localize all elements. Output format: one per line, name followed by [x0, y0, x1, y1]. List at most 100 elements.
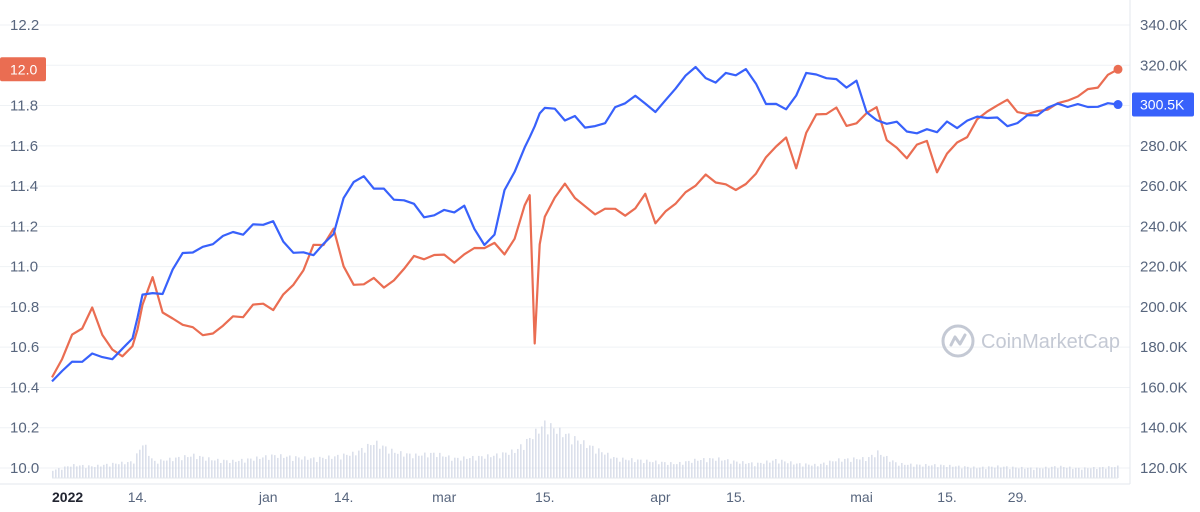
series-lines	[51, 64, 1123, 383]
left-tick-label: 10.0	[10, 460, 39, 477]
volume-bar	[889, 461, 891, 478]
volume-bar	[805, 463, 807, 478]
volume-bar	[88, 465, 90, 478]
volume-bar	[823, 462, 825, 478]
volume-bar	[85, 468, 87, 478]
volume-bar	[289, 455, 291, 478]
volume-bar	[256, 456, 258, 478]
right-tick-label: 240.0K	[1140, 218, 1188, 235]
volume-bar	[58, 468, 60, 478]
volume-bar	[148, 455, 150, 478]
volume-bar	[1036, 467, 1038, 478]
volume-bar	[472, 455, 474, 478]
volume-bar	[556, 433, 558, 478]
volume-bar	[730, 463, 732, 478]
volume-bar	[454, 457, 456, 478]
volume-bar	[199, 455, 201, 478]
volume-bar	[541, 426, 543, 478]
volume-bar	[847, 458, 849, 478]
volume-bar	[973, 466, 975, 478]
volume-bar	[1018, 468, 1020, 478]
volume-bar	[1099, 467, 1101, 478]
volume-bar	[337, 454, 339, 478]
volume-bar	[433, 452, 435, 478]
volume-bar	[580, 444, 582, 478]
volume-bar	[736, 461, 738, 478]
volume-bar	[412, 458, 414, 478]
volume-bar	[1012, 466, 1014, 478]
volume-bar	[958, 465, 960, 478]
left-tick-label: 10.4	[10, 379, 39, 396]
volume-bar	[304, 456, 306, 478]
volume-bar	[73, 464, 75, 478]
volume-bar	[697, 460, 699, 478]
series-end-point	[1113, 100, 1123, 110]
right-tick-label: 260.0K	[1140, 178, 1188, 195]
volume-bar	[355, 455, 357, 478]
volume-bar	[448, 455, 450, 478]
current-right-badge	[1132, 92, 1194, 117]
volume-bar	[175, 457, 177, 478]
volume-bar	[694, 458, 696, 478]
volume-bar	[538, 433, 540, 478]
volume-bar	[100, 466, 102, 478]
volume-bar	[160, 459, 162, 478]
grid-lines	[0, 0, 1131, 484]
volume-bar	[808, 464, 810, 478]
volume-bar	[325, 459, 327, 478]
volume-bar	[652, 462, 654, 478]
volume-bar	[253, 460, 255, 478]
right-tick-label: 120.0K	[1140, 460, 1188, 477]
volume-bar	[916, 464, 918, 478]
volume-bar	[502, 452, 504, 478]
volume-bar	[610, 458, 612, 478]
series-line-left-axis	[51, 68, 1119, 378]
volume-bar	[763, 463, 765, 478]
volume-bar	[1084, 467, 1086, 478]
volume-bar	[901, 462, 903, 478]
volume-bar	[646, 459, 648, 478]
volume-bar	[103, 464, 105, 478]
volume-bar	[724, 460, 726, 478]
volume-bar	[880, 454, 882, 478]
volume-bar	[559, 427, 561, 478]
volume-bar	[532, 439, 534, 478]
volume-bar	[211, 460, 213, 478]
volume-bar	[121, 461, 123, 478]
volume-bar	[1087, 468, 1089, 478]
volume-bar	[184, 455, 186, 478]
volume-bar	[55, 469, 57, 478]
volume-bar	[523, 449, 525, 478]
left-tick-label: 11.8	[10, 98, 38, 115]
volume-bar	[307, 459, 309, 478]
volume-bar	[904, 464, 906, 478]
volume-bar	[283, 457, 285, 478]
volume-bar	[820, 463, 822, 478]
volume-bar	[391, 448, 393, 478]
volume-bar	[691, 462, 693, 478]
volume-bar	[235, 461, 237, 478]
volume-bar	[361, 447, 363, 478]
series-end-point	[1113, 64, 1123, 74]
right-tick-label: 200.0K	[1140, 299, 1188, 316]
volume-bar	[202, 456, 204, 478]
volume-bar	[1006, 466, 1008, 478]
volume-bar	[970, 468, 972, 478]
volume-bar	[364, 452, 366, 478]
volume-bar	[949, 464, 951, 478]
volume-bar	[301, 459, 303, 478]
volume-bar	[214, 460, 216, 478]
volume-bar	[286, 456, 288, 478]
volume-bar	[124, 464, 126, 478]
volume-bar	[841, 461, 843, 478]
volume-bar	[1069, 466, 1071, 478]
volume-bar	[298, 457, 300, 478]
volume-bar	[976, 468, 978, 478]
volume-bar	[715, 460, 717, 478]
volume-bar	[67, 466, 69, 478]
volume-bar	[919, 464, 921, 478]
volume-bar	[262, 457, 264, 478]
volume-bar	[676, 464, 678, 478]
volume-bar	[97, 464, 99, 478]
volume-bar	[493, 455, 495, 478]
